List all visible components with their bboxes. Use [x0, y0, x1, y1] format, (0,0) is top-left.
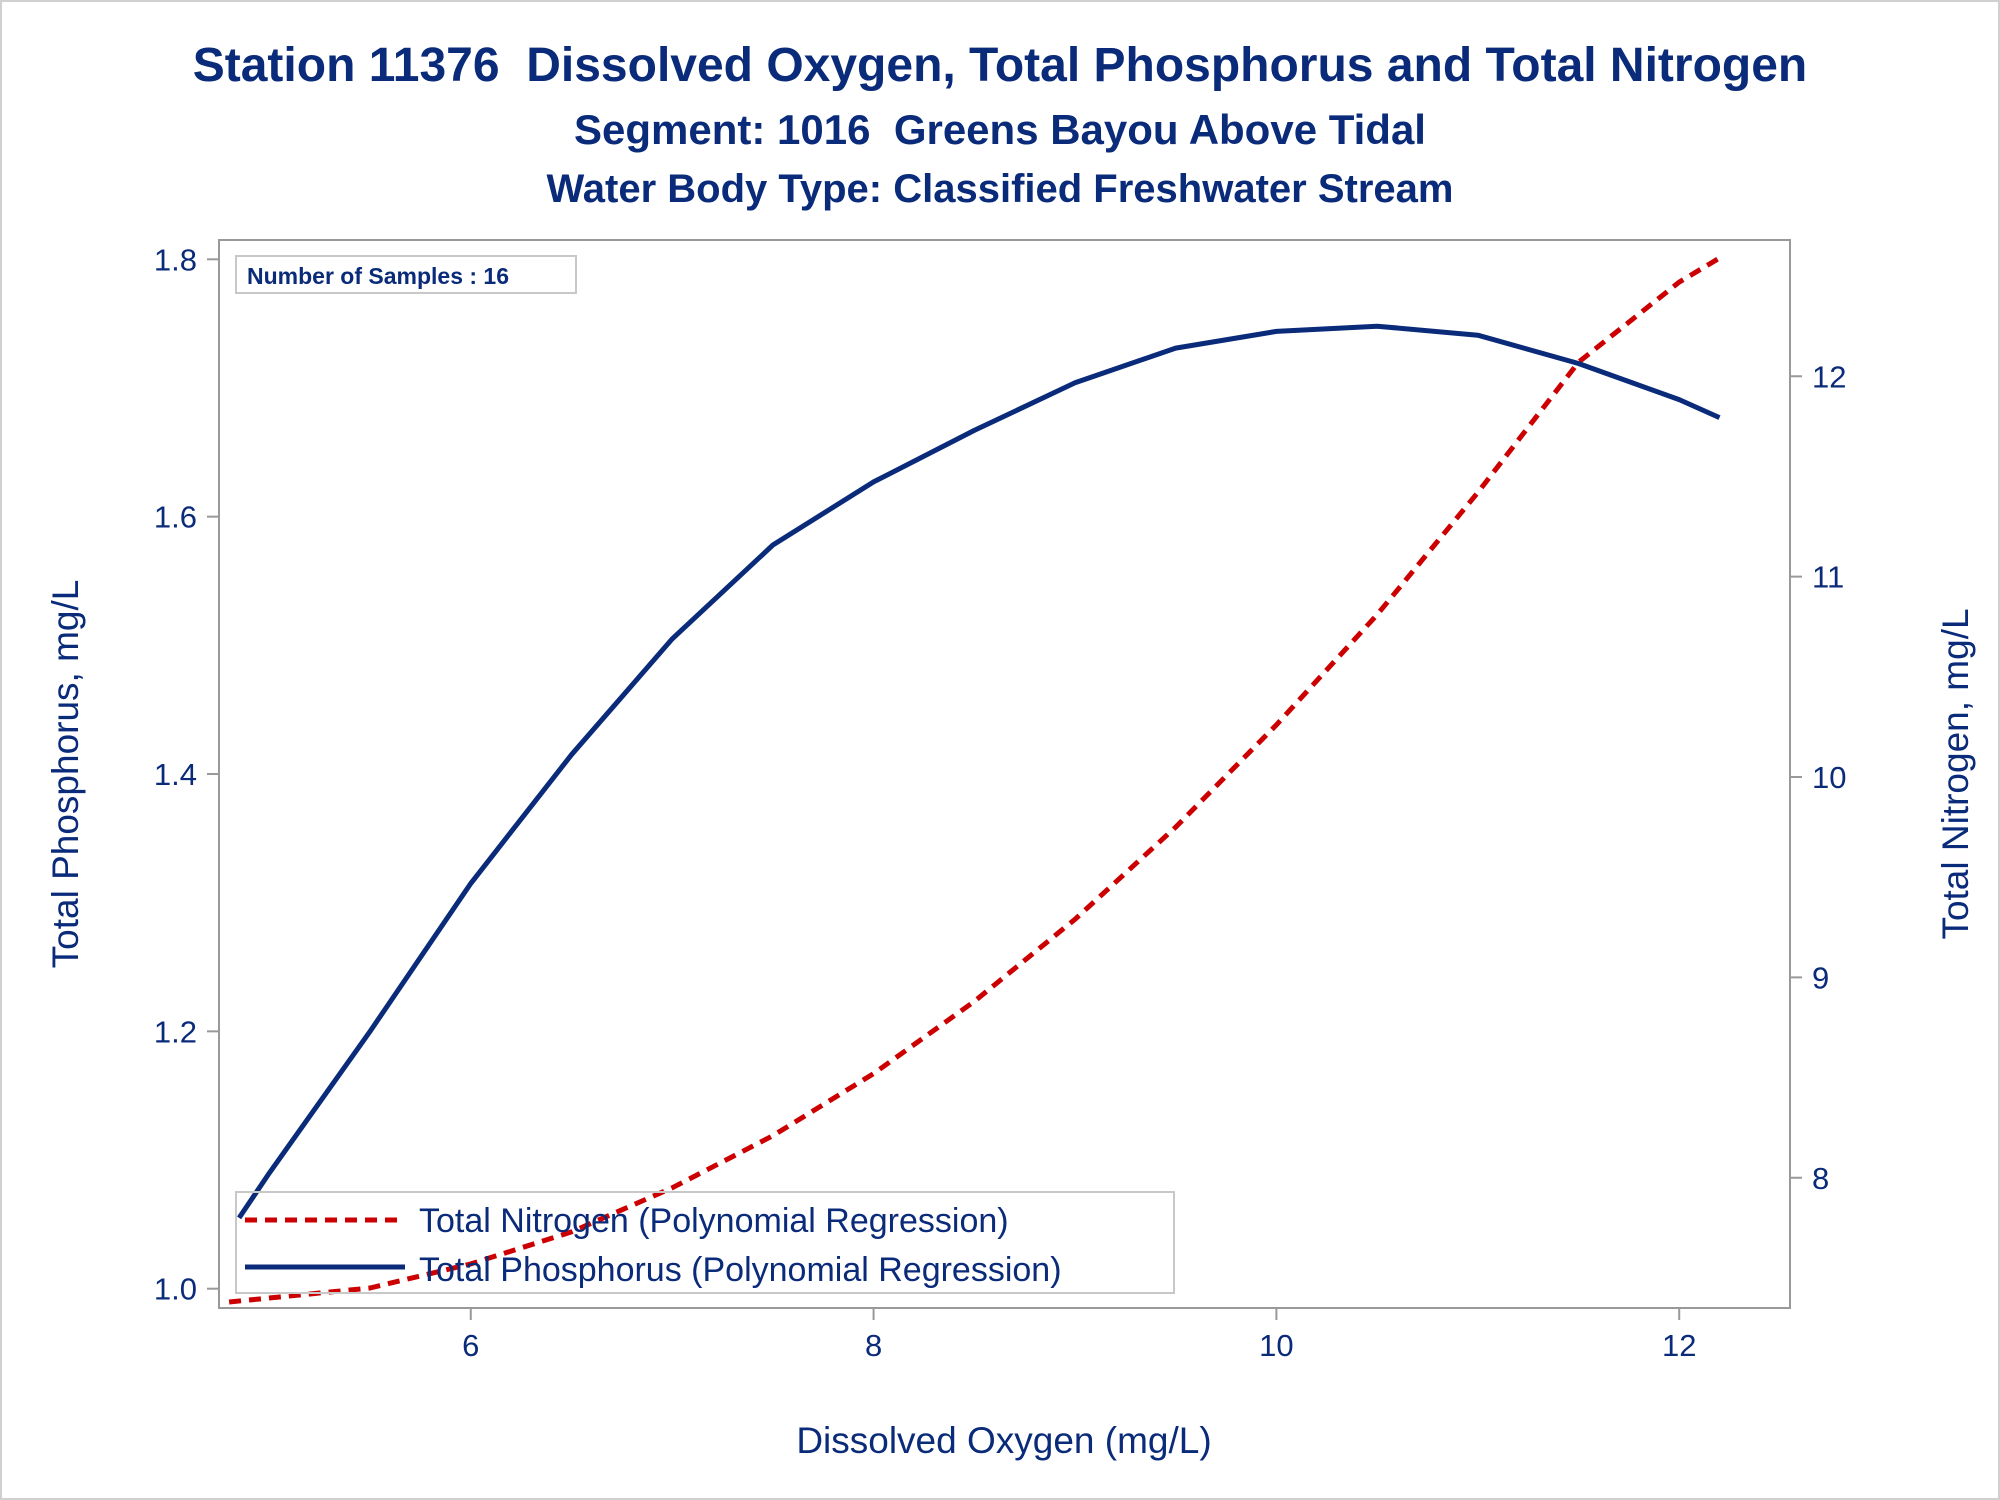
total-phosphorus-line — [237, 323, 1721, 1220]
y-tick-label: 1.6 — [154, 500, 197, 535]
plot-area — [218, 239, 1791, 1309]
sample-count-box: Number of Samples : 16 — [235, 255, 577, 294]
y2-tick-label: 11 — [1812, 560, 1844, 595]
y2-tick-label: 9 — [1812, 960, 1829, 995]
axes: 6 8 10 12 1.0 1.2 1.4 1.6 1.8 8 9 10 11 12 — [154, 242, 1847, 1363]
y-tick-label: 1.4 — [154, 757, 197, 792]
sample-count-border — [235, 255, 577, 294]
legend: Total Nitrogen (Polynomial Regression) T… — [235, 1191, 1175, 1294]
chart-subtitle-2: Water Body Type: Classified Freshwater S… — [546, 167, 1454, 211]
chart-subtitle: Segment: 1016 Greens Bayou Above Tidal — [574, 106, 1426, 153]
total-nitrogen-line — [228, 255, 1721, 1305]
y2-tick-label: 10 — [1812, 760, 1846, 795]
series-layer — [228, 255, 1721, 1305]
sample-count-text: Number of Samples : 16 — [247, 263, 509, 289]
y2-tick-label: 12 — [1812, 359, 1846, 394]
y-axis-label: Total Phosphorus, mg/L — [45, 580, 86, 969]
y-tick-label: 1.0 — [154, 1272, 197, 1307]
y-tick-label: 1.8 — [154, 242, 197, 277]
legend-phosphorus-label: Total Phosphorus (Polynomial Regression) — [419, 1251, 1062, 1289]
legend-nitrogen-label: Total Nitrogen (Polynomial Regression) — [419, 1202, 1009, 1240]
x-axis-label: Dissolved Oxygen (mg/L) — [796, 1420, 1211, 1461]
x-tick-label: 12 — [1662, 1328, 1696, 1363]
x-tick-label: 10 — [1259, 1328, 1293, 1363]
legend-border — [235, 1191, 1175, 1294]
y2-axis-label: Total Nitrogen, mg/L — [1935, 608, 1976, 939]
y2-tick-label: 8 — [1812, 1161, 1829, 1196]
y-tick-label: 1.2 — [154, 1014, 197, 1049]
x-tick-label: 6 — [462, 1328, 479, 1363]
chart-title: Station 11376 Dissolved Oxygen, Total Ph… — [192, 39, 1808, 92]
x-tick-label: 8 — [865, 1328, 882, 1363]
